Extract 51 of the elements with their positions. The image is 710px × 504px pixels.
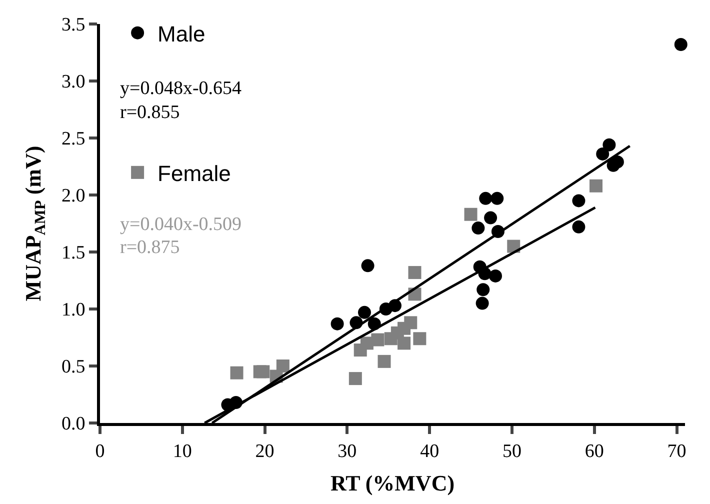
x-axis-title: RT (%MVC) <box>330 470 455 496</box>
point <box>358 306 371 319</box>
point <box>378 354 391 368</box>
point <box>276 360 290 372</box>
annotation: y=0.040x-0.509 <box>120 214 242 235</box>
y-tick-label: 3.5 <box>61 14 86 36</box>
point <box>484 211 498 224</box>
point <box>413 332 426 346</box>
x-tick-label: 50 <box>502 440 522 462</box>
point <box>596 147 610 160</box>
point <box>330 317 344 330</box>
point <box>572 220 586 234</box>
point <box>479 192 492 205</box>
point <box>472 222 485 235</box>
point <box>476 283 490 296</box>
point <box>602 138 616 152</box>
point <box>490 192 504 205</box>
point <box>590 179 603 192</box>
annotation: r=0.855 <box>120 102 180 123</box>
legend-label: Male <box>158 21 206 46</box>
point <box>488 269 502 282</box>
y-tick-label: 1.0 <box>61 300 86 321</box>
y-tick-label: 1.5 <box>61 242 86 264</box>
point <box>572 194 586 208</box>
point <box>371 333 384 346</box>
x-tick-label: 20 <box>255 440 274 462</box>
y-tick-label: 0.0 <box>61 414 86 435</box>
point <box>256 365 270 378</box>
x-tick-label: 0 <box>95 440 105 462</box>
point <box>398 336 411 350</box>
x-tick-label: 40 <box>420 440 440 462</box>
x-tick-label: 70 <box>667 440 686 462</box>
point <box>348 372 362 386</box>
point <box>408 266 422 280</box>
point <box>404 316 418 330</box>
annotation: r=0.875 <box>120 237 180 258</box>
y-tick-label: 2.5 <box>61 128 86 150</box>
y-tick-label: 3.0 <box>61 72 86 93</box>
legend-label: Female <box>158 161 231 186</box>
y-tick-label: 0.5 <box>61 356 86 378</box>
x-tick-label: 30 <box>338 440 357 462</box>
point <box>610 155 624 168</box>
point <box>230 366 244 380</box>
point <box>464 208 478 221</box>
x-tick-label: 10 <box>172 440 192 462</box>
y-tick-label: 2.0 <box>61 186 86 207</box>
point <box>361 259 374 272</box>
point <box>674 38 688 52</box>
x-tick-label: 60 <box>584 440 604 462</box>
point <box>476 296 489 310</box>
annotation: y=0.048x-0.654 <box>120 78 242 99</box>
